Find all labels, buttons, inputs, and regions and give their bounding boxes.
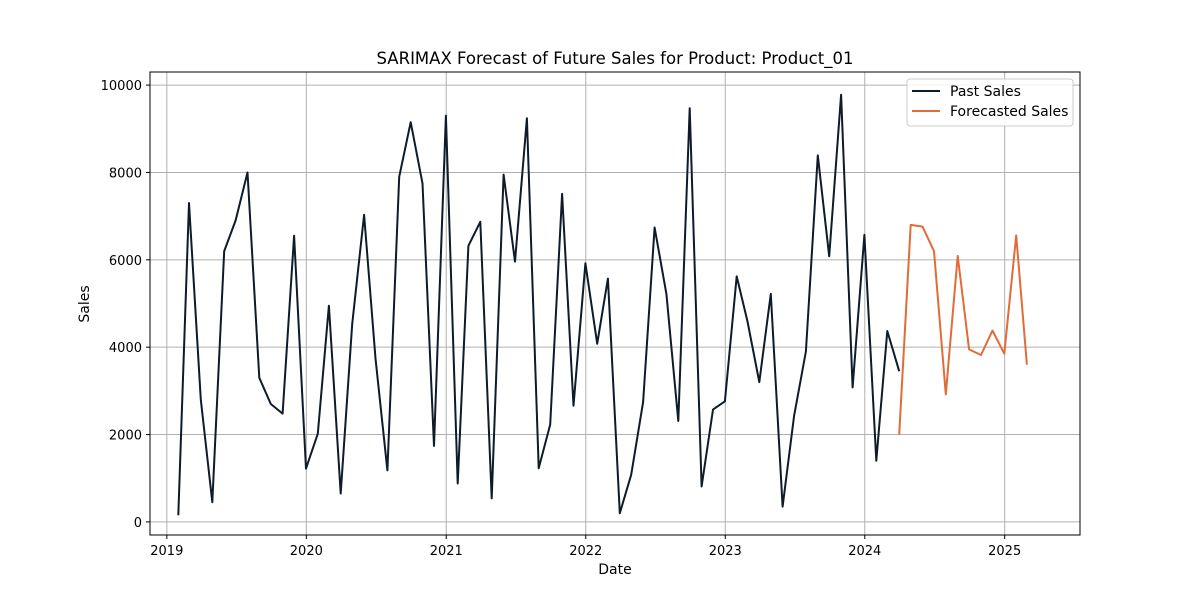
legend-label-past-sales: Past Sales (950, 84, 1021, 100)
x-axis: 2019 2020 2021 2022 2023 2024 2025 (150, 535, 1021, 559)
series-lines (177, 93, 1028, 516)
chart-title: SARIMAX Forecast of Future Sales for Pro… (377, 49, 854, 69)
series-line-forecasted-sales (898, 223, 1028, 435)
series-line-past-sales (177, 93, 901, 516)
x-tick-label: 2025 (988, 544, 1021, 559)
plot-frame (149, 71, 1081, 536)
legend-box (906, 78, 1074, 127)
x-tick-label: 2023 (709, 544, 742, 559)
x-tick-label: 2021 (430, 544, 463, 559)
x-tick-label: 2020 (290, 544, 323, 559)
legend: Past Sales Forecasted Sales (906, 78, 1074, 127)
y-tick-label: 0 (134, 516, 142, 531)
legend-label-forecasted-sales: Forecasted Sales (950, 104, 1068, 120)
x-axis-label: Date (598, 562, 631, 578)
y-tick-label: 8000 (109, 166, 142, 181)
y-tick-label: 10000 (101, 79, 142, 94)
y-axis: 0 2000 4000 6000 8000 10000 (101, 79, 150, 531)
y-tick-label: 6000 (109, 254, 142, 269)
x-tick-label: 2024 (848, 544, 881, 559)
x-tick-label: 2022 (569, 544, 602, 559)
y-tick-label: 2000 (109, 429, 142, 444)
y-tick-label: 4000 (109, 341, 142, 356)
x-tick-label: 2019 (150, 544, 183, 559)
y-axis-label: Sales (77, 285, 93, 322)
